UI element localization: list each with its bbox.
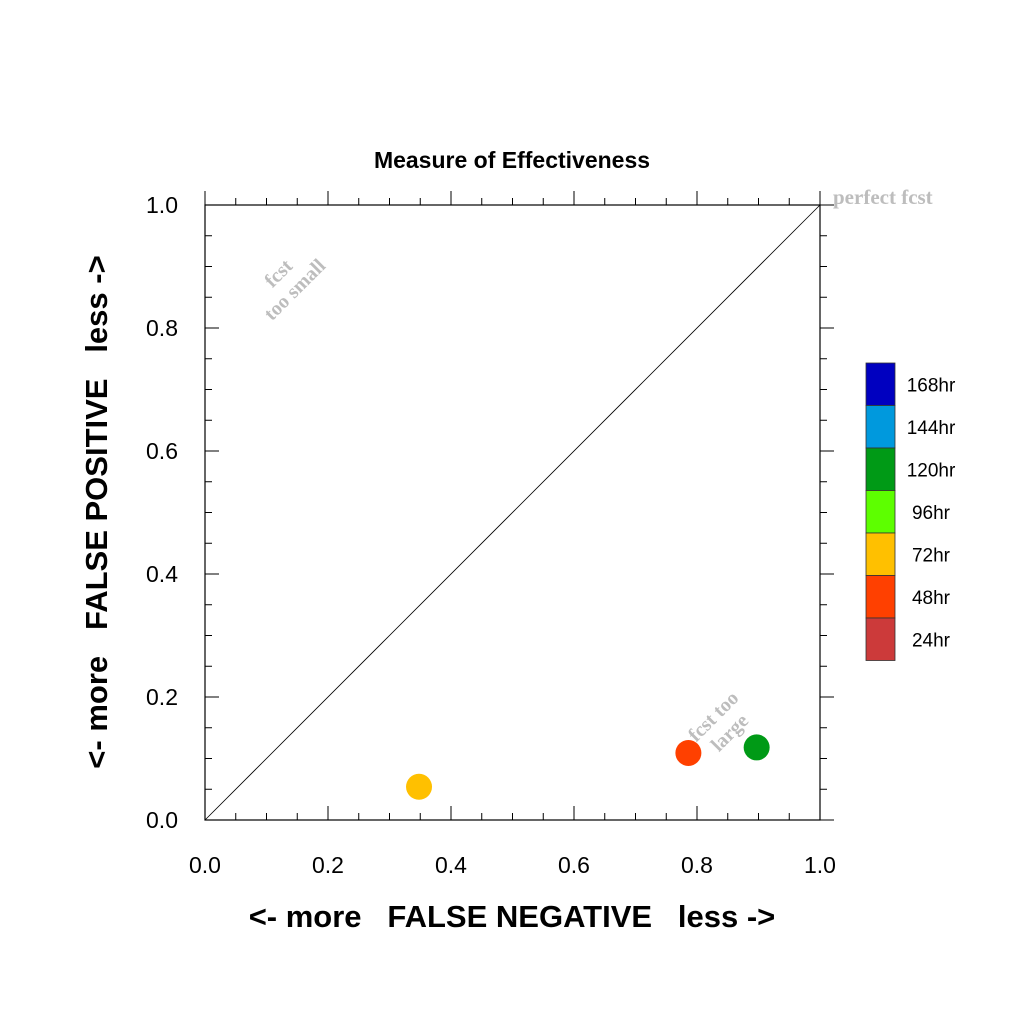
y-tick-label: 0.2 bbox=[146, 684, 178, 710]
legend: 168hr 144hr 120hr 96hr 72hr 48hr 24hr bbox=[865, 362, 956, 661]
legend-swatch bbox=[865, 617, 896, 661]
legend-swatch bbox=[865, 532, 896, 576]
legend-swatch bbox=[865, 490, 896, 534]
y-tick-label: 0.0 bbox=[146, 807, 178, 833]
x-tick-label: 1.0 bbox=[804, 852, 836, 878]
legend-label: 72hr bbox=[912, 545, 951, 566]
data-points bbox=[406, 734, 770, 800]
x-tick-label: 0.6 bbox=[558, 852, 590, 878]
data-point bbox=[675, 739, 702, 766]
legend-swatch bbox=[865, 447, 896, 491]
x-axis-label: <- more FALSE NEGATIVE less -> bbox=[249, 899, 776, 934]
x-tick-labels: 0.0 0.2 0.4 0.6 0.8 1.0 bbox=[189, 852, 836, 878]
data-point bbox=[743, 734, 770, 761]
legend-label: 96hr bbox=[912, 503, 951, 524]
y-tick-label: 0.8 bbox=[146, 315, 178, 341]
x-tick-label: 0.8 bbox=[681, 852, 713, 878]
legend-label: 120hr bbox=[907, 460, 956, 481]
legend-label: 168hr bbox=[907, 375, 956, 396]
chart-title: Measure of Effectiveness bbox=[374, 147, 650, 173]
legend-swatch bbox=[865, 362, 896, 406]
legend-label: 144hr bbox=[907, 418, 956, 439]
y-tick-label: 0.6 bbox=[146, 438, 178, 464]
legend-swatch bbox=[865, 405, 896, 449]
y-tick-labels: 0.0 0.2 0.4 0.6 0.8 1.0 bbox=[146, 192, 178, 833]
y-tick-label: 0.4 bbox=[146, 561, 178, 587]
perfect-fcst-annotation: perfect fcst bbox=[833, 185, 933, 209]
perfect-diagonal-line bbox=[204, 204, 821, 821]
y-axis-label: <- more FALSE POSITIVE less -> bbox=[79, 255, 114, 768]
legend-swatch bbox=[865, 575, 896, 619]
data-point bbox=[406, 773, 433, 800]
legend-label: 48hr bbox=[912, 588, 951, 609]
legend-label: 24hr bbox=[912, 630, 951, 651]
fcst-too-small-annotation: fcst too small bbox=[260, 255, 330, 325]
y-tick-label: 1.0 bbox=[146, 192, 178, 218]
x-tick-label: 0.0 bbox=[189, 852, 221, 878]
axis-ticks bbox=[204, 191, 834, 821]
x-tick-label: 0.4 bbox=[435, 852, 467, 878]
x-tick-label: 0.2 bbox=[312, 852, 344, 878]
